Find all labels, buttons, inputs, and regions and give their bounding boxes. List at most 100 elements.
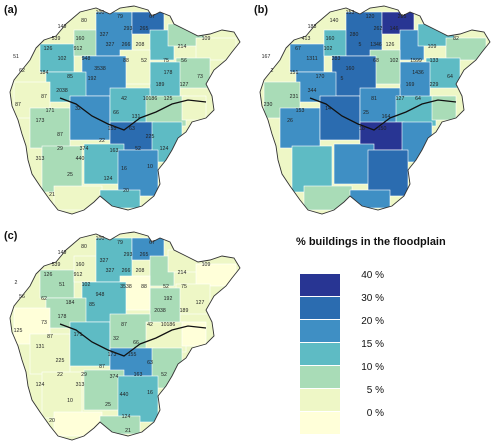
region-value-label: 150 (378, 126, 387, 132)
region-value-label: 14 (325, 106, 331, 112)
region-value-label: 87 (99, 364, 105, 370)
region-value-label: 29 (81, 372, 87, 378)
region-value-label: 63 (129, 126, 135, 132)
region-value-label: 3538 (94, 66, 106, 72)
panel-label-b: (b) (254, 4, 269, 16)
region-value-label: 67 (295, 46, 301, 52)
map-panel-a: (a) 100 79 80 149 539 160 327 67 265 293 126 912 327… (0, 0, 250, 220)
region-value-label: 26 (287, 118, 293, 124)
region-value-label: 283 (332, 56, 341, 62)
region-value-label: 102 (324, 46, 333, 52)
region-value-label: 230 (264, 102, 273, 108)
region-value-label: 374 (110, 374, 119, 380)
sub-region (73, 255, 101, 283)
sub-region (41, 145, 83, 193)
region-value-label: 266 (122, 42, 131, 48)
sub-region (395, 95, 437, 127)
region-value-label: 151 (290, 70, 299, 76)
region-value-label: 29 (57, 146, 63, 152)
region-value-label: 56 (181, 58, 187, 64)
region-outline (9, 5, 241, 215)
sub-region (359, 87, 401, 125)
region-value-label: 126 (44, 46, 53, 52)
sub-region (131, 237, 165, 261)
region-value-label: 75 (181, 284, 187, 290)
region-value-label: 42 (147, 322, 153, 328)
sub-region (181, 321, 207, 347)
region-value-label: 126 (386, 42, 395, 48)
region-value-label: 18 (359, 126, 365, 132)
region-value-label: 1346 (370, 42, 382, 48)
region-value-label: 327 (106, 268, 115, 274)
legend-swatch (300, 320, 340, 342)
region-value-label: 5 (341, 76, 344, 82)
region-value-label: 327 (100, 32, 109, 38)
region-value-label: 124 (36, 382, 45, 388)
region-value-label: 67 (149, 14, 155, 20)
region-value-label: 1436 (412, 70, 424, 76)
region-value-label: 52 (141, 58, 147, 64)
region-value-label: 87 (121, 322, 127, 328)
map-panel-c: (c) 100 79 80 149 539 160 327 67 265 293 126 912 327… (0, 226, 250, 446)
legend-swatch (300, 343, 340, 365)
region-value-label: 133 (430, 58, 439, 64)
region-value-label: 160 (76, 36, 85, 42)
region-value-label: 231 (290, 94, 299, 100)
sub-region (291, 145, 333, 193)
region-value-label: 169 (406, 82, 415, 88)
legend-swatch (300, 389, 340, 411)
boundary-line (309, 97, 457, 131)
region-value-label: 87 (47, 334, 53, 340)
region-value-label: 56 (19, 294, 25, 300)
region-value-label: 265 (140, 26, 149, 32)
region-value-label: 313 (76, 382, 85, 388)
legend: 40 % 30 % 20 % 15 % 10 % 5 % 0 % (300, 270, 384, 434)
region-value-label: 1599 (410, 58, 422, 64)
region-value-label: 171 (74, 332, 83, 338)
legend-label: 0 % (367, 408, 384, 419)
sub-region (145, 321, 187, 353)
region-value-label: 948 (96, 292, 105, 298)
sub-region (181, 95, 207, 121)
region-value-label: 173 (36, 118, 45, 124)
sub-region (345, 11, 383, 57)
region-value-label: 52 (163, 284, 169, 290)
legend-swatch (300, 297, 340, 319)
region-value-label: 214 (178, 270, 187, 276)
sub-region (95, 11, 133, 57)
legend-label: 20 % (361, 316, 384, 327)
region-value-label: 327 (100, 258, 109, 264)
sub-region (175, 283, 211, 315)
region-value-label: 280 (350, 32, 359, 38)
sub-region (99, 189, 141, 209)
region-value-label: 912 (74, 272, 83, 278)
region-value-label: 20 (49, 418, 55, 424)
region-value-label: 440 (76, 156, 85, 162)
sub-region (109, 87, 151, 125)
region-value-label: 225 (56, 358, 65, 364)
sub-region (175, 57, 211, 89)
region-value-label: 160 (76, 262, 85, 268)
region-value-label: 124 (104, 176, 113, 182)
region-value-label: 64 (447, 74, 453, 80)
region-value-label: 127 (180, 82, 189, 88)
region-value-label: 5 (359, 42, 362, 48)
sub-region (69, 321, 111, 367)
region-value-label: 32 (113, 336, 119, 342)
region-value-label: 131 (132, 114, 141, 120)
region-value-label: 109 (428, 44, 437, 50)
region-value-label: 164 (382, 114, 391, 120)
region-value-label: 125 (14, 328, 23, 334)
sub-region (83, 369, 125, 411)
region-value-label: 85 (67, 74, 73, 80)
region-value-label: 153 (296, 108, 305, 114)
panel-label-c: (c) (4, 230, 18, 242)
region-value-label: 22 (57, 372, 63, 378)
region-value-label: 146 (390, 26, 399, 32)
region-value-label: 178 (164, 70, 173, 76)
region-value-label: 88 (123, 58, 129, 64)
region-value-label: 344 (308, 88, 317, 94)
region-value-label: 120 (366, 14, 375, 20)
